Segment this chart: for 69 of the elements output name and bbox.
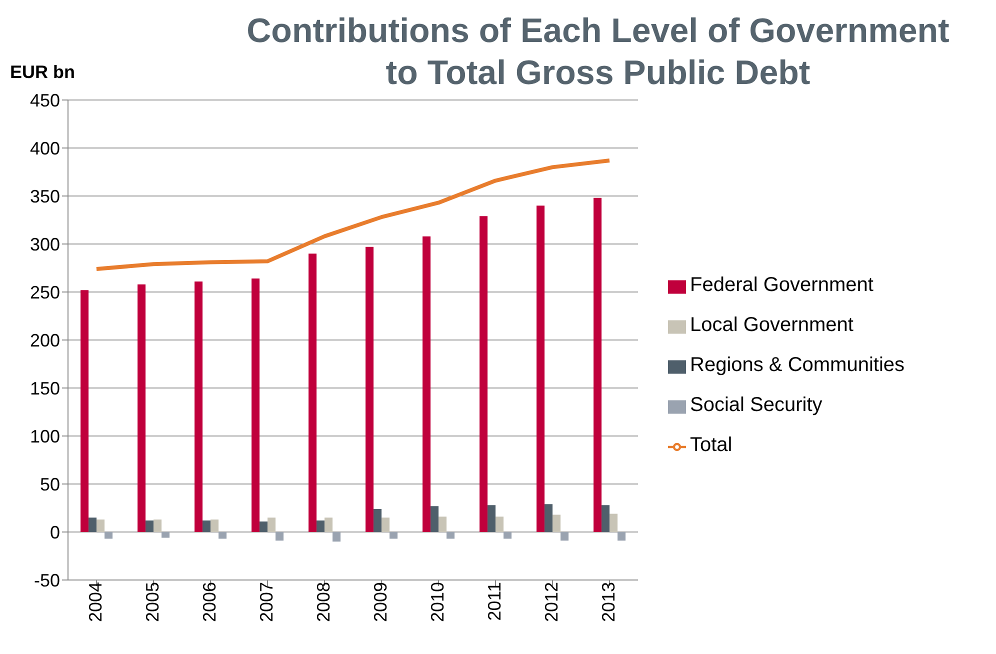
line-series (94, 158, 612, 271)
bar (252, 278, 260, 532)
y-tick-label: 200 (30, 330, 60, 350)
y-tick-label: 250 (30, 282, 60, 302)
chart-title: Contributions of Each Level of Government to Total Gross Public Debt (246, 11, 950, 94)
x-tick-label: 2006 (199, 582, 220, 622)
bar (496, 516, 504, 532)
y-tick-label: 400 (30, 138, 60, 158)
bar (324, 518, 333, 532)
x-tick-label: 2010 (427, 582, 448, 622)
bar (390, 532, 398, 539)
bar (438, 516, 447, 532)
bar (316, 520, 325, 532)
y-tick-label: -50 (34, 570, 60, 590)
x-tick-label: 2005 (142, 582, 162, 622)
y-tick-label: 450 (30, 90, 60, 110)
bar (610, 514, 618, 532)
bar (276, 532, 284, 541)
y-tick-label: 150 (30, 378, 60, 398)
y-tick-label: 50 (40, 474, 60, 494)
legend-label: Regions & Communities (690, 354, 905, 376)
bar (536, 206, 545, 532)
bar (480, 216, 488, 532)
bar (88, 518, 97, 532)
x-tick-label: 2007 (256, 582, 276, 622)
y-tick-label: 300 (30, 234, 60, 254)
legend-label: Total (690, 434, 732, 456)
bar (618, 532, 626, 541)
bar (504, 532, 512, 539)
bar (218, 532, 227, 539)
y-tick-label: 350 (30, 186, 60, 206)
y-tick-label: 0 (50, 522, 60, 542)
bar (374, 508, 382, 532)
x-tick-label: 2011 (484, 582, 504, 621)
bar (104, 532, 113, 539)
bar (308, 254, 317, 532)
bar (430, 506, 439, 532)
bar (268, 518, 276, 532)
bar (210, 520, 219, 532)
bar (602, 505, 610, 532)
bar (146, 520, 154, 532)
bar (488, 505, 496, 532)
bar (382, 518, 390, 532)
bar (96, 520, 105, 532)
bar (194, 281, 203, 532)
bar (154, 520, 162, 532)
bar (446, 532, 455, 539)
bar (138, 284, 146, 532)
bar (594, 198, 602, 532)
legend-label: Local Government (690, 314, 854, 336)
y-tick-label: 100 (30, 426, 60, 446)
bar (332, 532, 341, 542)
x-tick-label: 2004 (85, 582, 106, 622)
bar (260, 521, 268, 532)
x-tick-label: 2008 (313, 582, 334, 622)
bar (80, 290, 89, 532)
bar (202, 520, 211, 532)
legend-label: Federal Government (690, 274, 874, 296)
y-axis-title: EUR bn (10, 62, 75, 83)
bar (366, 246, 374, 532)
bar (544, 504, 553, 532)
bar (162, 532, 170, 538)
x-tick-label: 2013 (598, 582, 618, 622)
x-tick-label: 2009 (370, 582, 390, 622)
legend-label: Social Security (690, 394, 822, 416)
bar (560, 532, 569, 541)
bar (552, 514, 561, 532)
x-tick-label: 2012 (541, 582, 562, 622)
bar (422, 236, 431, 532)
